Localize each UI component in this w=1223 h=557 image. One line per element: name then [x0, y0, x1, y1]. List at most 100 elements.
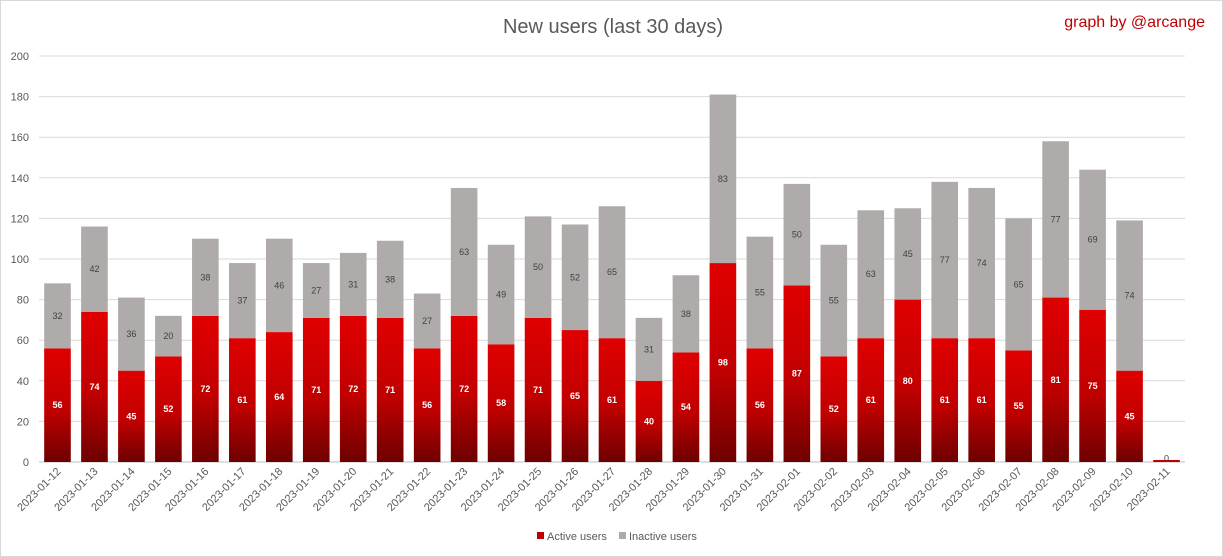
bar-active-2023-02-11 — [1153, 459, 1180, 462]
label-active-2023-01-19: 71 — [311, 385, 321, 395]
bar-active-2023-01-31 — [746, 348, 774, 462]
label-inactive-2023-01-24: 49 — [496, 290, 506, 300]
bar-inactive-2023-01-21 — [376, 240, 404, 318]
bar-inactive-2023-01-30 — [709, 94, 737, 264]
bar-active-2023-01-24 — [487, 344, 515, 462]
label-active-2023-02-06: 61 — [977, 395, 987, 405]
label-active-2023-01-31: 56 — [755, 400, 765, 410]
x-axis: 2023-01-122023-01-132023-01-142023-01-15… — [15, 466, 1172, 514]
label-active-2023-01-20: 72 — [348, 384, 358, 394]
label-active-2023-01-14: 45 — [126, 411, 136, 421]
label-active-2023-01-29: 54 — [681, 402, 691, 412]
bar-active-2023-02-05 — [931, 338, 959, 462]
bar-inactive-2023-01-27 — [598, 206, 626, 339]
bar-inactive-2023-02-06 — [968, 187, 995, 339]
label-inactive-2023-02-02: 55 — [829, 296, 839, 306]
bar-active-2023-01-29 — [672, 352, 700, 462]
label-inactive-2023-01-22: 27 — [422, 316, 432, 326]
label-inactive-2023-02-10: 74 — [1125, 291, 1135, 301]
bar-inactive-2023-01-19 — [302, 263, 330, 318]
chart-credit: graph by @arcange — [1064, 14, 1205, 31]
y-tick-label: 20 — [17, 416, 29, 428]
bar-inactive-2023-02-10 — [1116, 220, 1143, 371]
label-inactive-2023-01-31: 55 — [755, 287, 765, 297]
label-inactive-2023-01-14: 36 — [126, 329, 136, 339]
label-inactive-2023-01-17: 37 — [237, 296, 247, 306]
legend-swatch-inactive — [619, 532, 626, 539]
bar-inactive-2023-02-07 — [1005, 218, 1032, 351]
label-active-2023-01-23: 72 — [459, 384, 469, 394]
bar-inactive-2023-01-14 — [118, 297, 145, 371]
label-active-2023-02-08: 81 — [1051, 375, 1061, 385]
bar-active-2023-01-14 — [118, 370, 145, 462]
bar-active-2023-01-22 — [413, 348, 441, 462]
y-axis: 0 20 40 60 80 100 120 140 160 180 200 — [11, 51, 29, 469]
label-active-2023-02-07: 55 — [1014, 401, 1024, 411]
bar-active-2023-01-12 — [44, 348, 71, 462]
legend-label-inactive: Inactive users — [629, 531, 697, 543]
label-active-2023-01-15: 52 — [163, 404, 173, 414]
label-active-2023-02-04: 80 — [903, 376, 913, 386]
bars — [44, 94, 1180, 462]
label-inactive-2023-02-08: 77 — [1051, 214, 1061, 224]
bar-active-2023-01-19 — [302, 317, 330, 462]
label-inactive-2023-02-09: 69 — [1088, 235, 1098, 245]
label-active-2023-02-03: 61 — [866, 395, 876, 405]
bar-active-2023-01-21 — [376, 317, 404, 462]
bar-active-2023-01-13 — [81, 311, 108, 462]
legend-label-active: Active users — [547, 531, 607, 543]
legend-swatch-active — [537, 532, 544, 539]
bar-active-2023-02-06 — [968, 338, 995, 462]
bar-active-2023-01-25 — [524, 317, 552, 462]
bar-active-2023-02-04 — [894, 299, 922, 462]
bar-inactive-2023-02-01 — [783, 183, 811, 286]
label-inactive-2023-01-13: 42 — [89, 264, 99, 274]
y-tick-label: 180 — [11, 92, 29, 104]
bar-inactive-2023-01-12 — [44, 283, 71, 349]
label-active-2023-02-05: 61 — [940, 395, 950, 405]
bar-inactive-2023-01-23 — [450, 187, 478, 316]
bar-active-2023-01-28 — [635, 380, 663, 462]
bar-inactive-2023-01-28 — [635, 317, 663, 381]
bar-active-2023-01-30 — [709, 263, 737, 462]
bar-inactive-2023-01-24 — [487, 244, 515, 345]
label-inactive-2023-01-21: 38 — [385, 274, 395, 284]
y-tick-label: 140 — [11, 173, 29, 185]
bar-inactive-2023-01-13 — [81, 226, 108, 312]
label-active-2023-02-01: 87 — [792, 369, 802, 379]
label-active-2023-01-13: 74 — [89, 382, 99, 392]
bar-active-2023-02-03 — [857, 338, 885, 462]
bar-inactive-2023-01-29 — [672, 275, 700, 353]
label-active-2023-01-22: 56 — [422, 400, 432, 410]
bar-inactive-2023-01-26 — [561, 224, 589, 331]
bar-inactive-2023-01-25 — [524, 216, 552, 318]
label-active-2023-01-18: 64 — [274, 392, 284, 402]
bar-inactive-2023-02-02 — [820, 244, 848, 357]
y-tick-label: 120 — [11, 213, 29, 225]
label-inactive-2023-01-27: 65 — [607, 267, 617, 277]
bar-active-2023-01-18 — [265, 332, 293, 462]
label-active-2023-01-24: 58 — [496, 398, 506, 408]
bar-inactive-2023-01-31 — [746, 236, 774, 349]
label-inactive-2023-02-01: 50 — [792, 230, 802, 240]
label-inactive-2023-02-03: 63 — [866, 269, 876, 279]
label-inactive-2023-01-15: 20 — [163, 331, 173, 341]
label-active-2023-01-30: 98 — [718, 358, 728, 368]
y-tick-label: 60 — [17, 335, 29, 347]
bar-active-2023-01-16 — [192, 315, 219, 462]
label-inactive-2023-01-25: 50 — [533, 262, 543, 272]
bar-inactive-2023-01-15 — [155, 315, 182, 357]
label-inactive-2023-02-07: 65 — [1014, 279, 1024, 289]
label-active-2023-01-12: 56 — [52, 400, 62, 410]
bar-inactive-2023-01-18 — [265, 238, 293, 333]
label-inactive-2023-01-28: 31 — [644, 344, 654, 354]
bar-active-2023-01-15 — [155, 356, 182, 462]
y-tick-label: 100 — [11, 254, 29, 266]
bar-active-2023-01-27 — [598, 338, 626, 462]
bar-active-2023-02-01 — [783, 285, 811, 462]
label-active-2023-01-17: 61 — [237, 395, 247, 405]
label-inactive-2023-01-26: 52 — [570, 272, 580, 282]
label-inactive-2023-01-18: 46 — [274, 280, 284, 290]
